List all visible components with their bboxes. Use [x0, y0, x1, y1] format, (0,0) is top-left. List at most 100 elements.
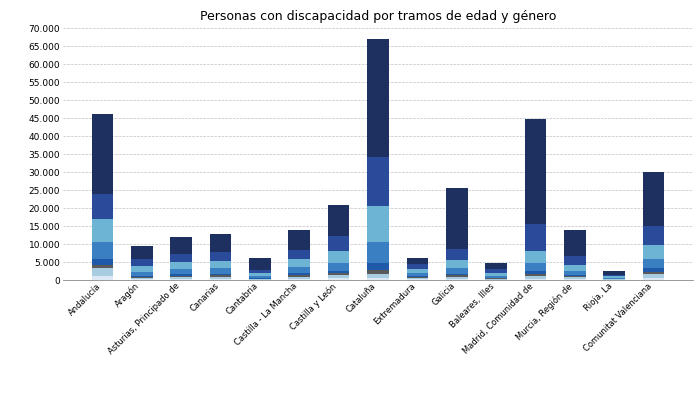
Bar: [603, 271, 625, 275]
Bar: [524, 276, 546, 278]
Bar: [368, 242, 388, 264]
Bar: [170, 269, 192, 274]
Bar: [92, 260, 113, 265]
Bar: [249, 278, 271, 279]
Bar: [407, 279, 428, 280]
Bar: [288, 273, 310, 275]
Bar: [368, 278, 388, 280]
Bar: [446, 276, 468, 279]
Bar: [368, 274, 388, 278]
Bar: [170, 262, 192, 269]
Bar: [564, 264, 586, 271]
Bar: [170, 274, 192, 276]
Bar: [249, 276, 271, 278]
Bar: [446, 260, 468, 268]
Bar: [210, 261, 232, 268]
Bar: [368, 206, 388, 242]
Bar: [368, 264, 388, 270]
Bar: [328, 278, 349, 280]
Bar: [603, 278, 625, 279]
Bar: [603, 279, 625, 280]
Bar: [92, 276, 113, 280]
Bar: [249, 270, 271, 273]
Bar: [210, 268, 232, 274]
Bar: [328, 273, 349, 275]
Bar: [210, 279, 232, 280]
Bar: [328, 251, 349, 263]
Bar: [92, 219, 113, 242]
Bar: [368, 39, 388, 157]
Bar: [328, 236, 349, 251]
Bar: [407, 278, 428, 279]
Bar: [92, 268, 113, 276]
Bar: [210, 252, 232, 261]
Bar: [210, 275, 232, 276]
Bar: [564, 271, 586, 275]
Bar: [524, 271, 546, 274]
Bar: [131, 277, 153, 278]
Bar: [170, 237, 192, 254]
Bar: [407, 264, 428, 269]
Bar: [131, 276, 153, 277]
Bar: [446, 279, 468, 280]
Bar: [92, 242, 113, 260]
Bar: [485, 263, 507, 269]
Bar: [643, 259, 664, 268]
Bar: [643, 245, 664, 259]
Bar: [643, 274, 664, 278]
Bar: [92, 114, 113, 194]
Bar: [328, 275, 349, 278]
Bar: [407, 276, 428, 277]
Bar: [249, 258, 271, 270]
Bar: [446, 250, 468, 260]
Bar: [328, 263, 349, 271]
Bar: [170, 276, 192, 277]
Bar: [446, 275, 468, 276]
Bar: [288, 276, 310, 279]
Bar: [288, 250, 310, 260]
Bar: [131, 246, 153, 260]
Bar: [524, 224, 546, 251]
Bar: [603, 276, 625, 278]
Bar: [524, 278, 546, 280]
Bar: [288, 279, 310, 280]
Bar: [643, 226, 664, 245]
Bar: [485, 276, 507, 278]
Bar: [446, 188, 468, 250]
Bar: [407, 277, 428, 278]
Bar: [446, 268, 468, 274]
Bar: [407, 273, 428, 276]
Bar: [170, 254, 192, 262]
Bar: [170, 279, 192, 280]
Bar: [210, 234, 232, 252]
Bar: [131, 272, 153, 276]
Bar: [564, 279, 586, 280]
Bar: [564, 256, 586, 264]
Bar: [210, 274, 232, 275]
Bar: [564, 230, 586, 256]
Bar: [249, 279, 271, 280]
Bar: [485, 279, 507, 280]
Bar: [485, 278, 507, 279]
Bar: [328, 205, 349, 236]
Bar: [485, 273, 507, 276]
Bar: [643, 272, 664, 274]
Bar: [210, 276, 232, 279]
Bar: [485, 269, 507, 273]
Bar: [288, 260, 310, 268]
Bar: [368, 270, 388, 274]
Bar: [92, 265, 113, 268]
Bar: [131, 278, 153, 280]
Bar: [249, 273, 271, 276]
Bar: [170, 277, 192, 279]
Bar: [131, 260, 153, 266]
Bar: [328, 271, 349, 273]
Bar: [603, 275, 625, 276]
Bar: [564, 275, 586, 276]
Bar: [524, 274, 546, 276]
Bar: [446, 274, 468, 275]
Bar: [288, 275, 310, 276]
Bar: [643, 172, 664, 226]
Bar: [564, 276, 586, 278]
Bar: [288, 268, 310, 273]
